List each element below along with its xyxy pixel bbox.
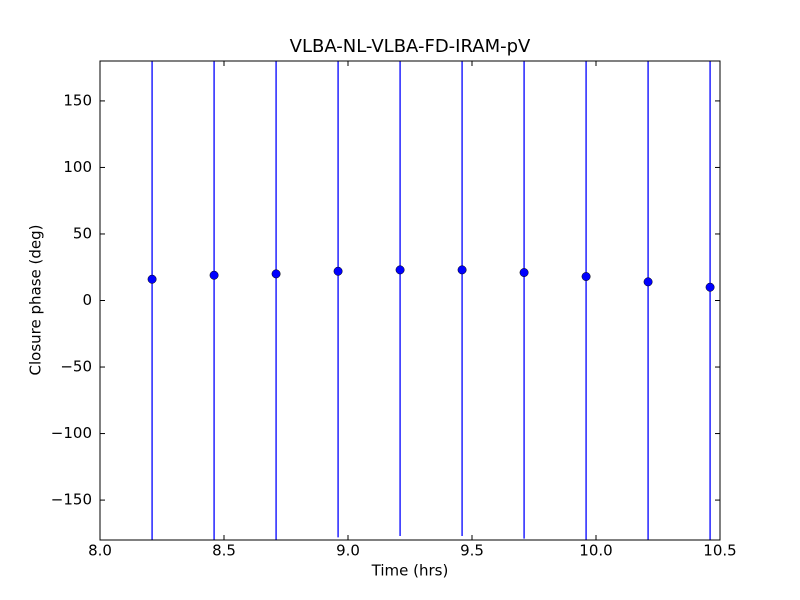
x-tick-label: 8.0 bbox=[88, 542, 112, 560]
x-tick-label: 10.0 bbox=[579, 542, 612, 560]
x-tick-label: 9.5 bbox=[460, 542, 484, 560]
x-tick-label: 8.5 bbox=[212, 542, 236, 560]
data-point bbox=[643, 277, 653, 287]
x-axis-label: Time (hrs) bbox=[371, 562, 449, 580]
y-tick-label: −150 bbox=[51, 491, 92, 509]
data-point bbox=[519, 268, 529, 278]
data-point bbox=[395, 265, 405, 275]
data-point bbox=[457, 265, 467, 275]
y-tick-label: 0 bbox=[82, 291, 92, 309]
data-point bbox=[209, 270, 219, 280]
chart-title: VLBA-NL-VLBA-FD-IRAM-pV bbox=[290, 36, 531, 57]
y-tick-label: 150 bbox=[63, 91, 92, 109]
data-point bbox=[333, 266, 343, 276]
x-tick-label: 10.5 bbox=[703, 542, 736, 560]
y-tick-label: 50 bbox=[73, 224, 92, 242]
data-point bbox=[147, 274, 157, 284]
y-tick-label: 100 bbox=[63, 158, 92, 176]
y-tick-label: −50 bbox=[60, 358, 92, 376]
data-point bbox=[271, 269, 281, 279]
y-tick-label: −100 bbox=[51, 424, 92, 442]
plot-area bbox=[147, 61, 715, 540]
x-tick-label: 9.0 bbox=[336, 542, 360, 560]
y-axis-label: Closure phase (deg) bbox=[27, 225, 45, 376]
data-point bbox=[581, 272, 591, 281]
data-point bbox=[705, 282, 715, 292]
